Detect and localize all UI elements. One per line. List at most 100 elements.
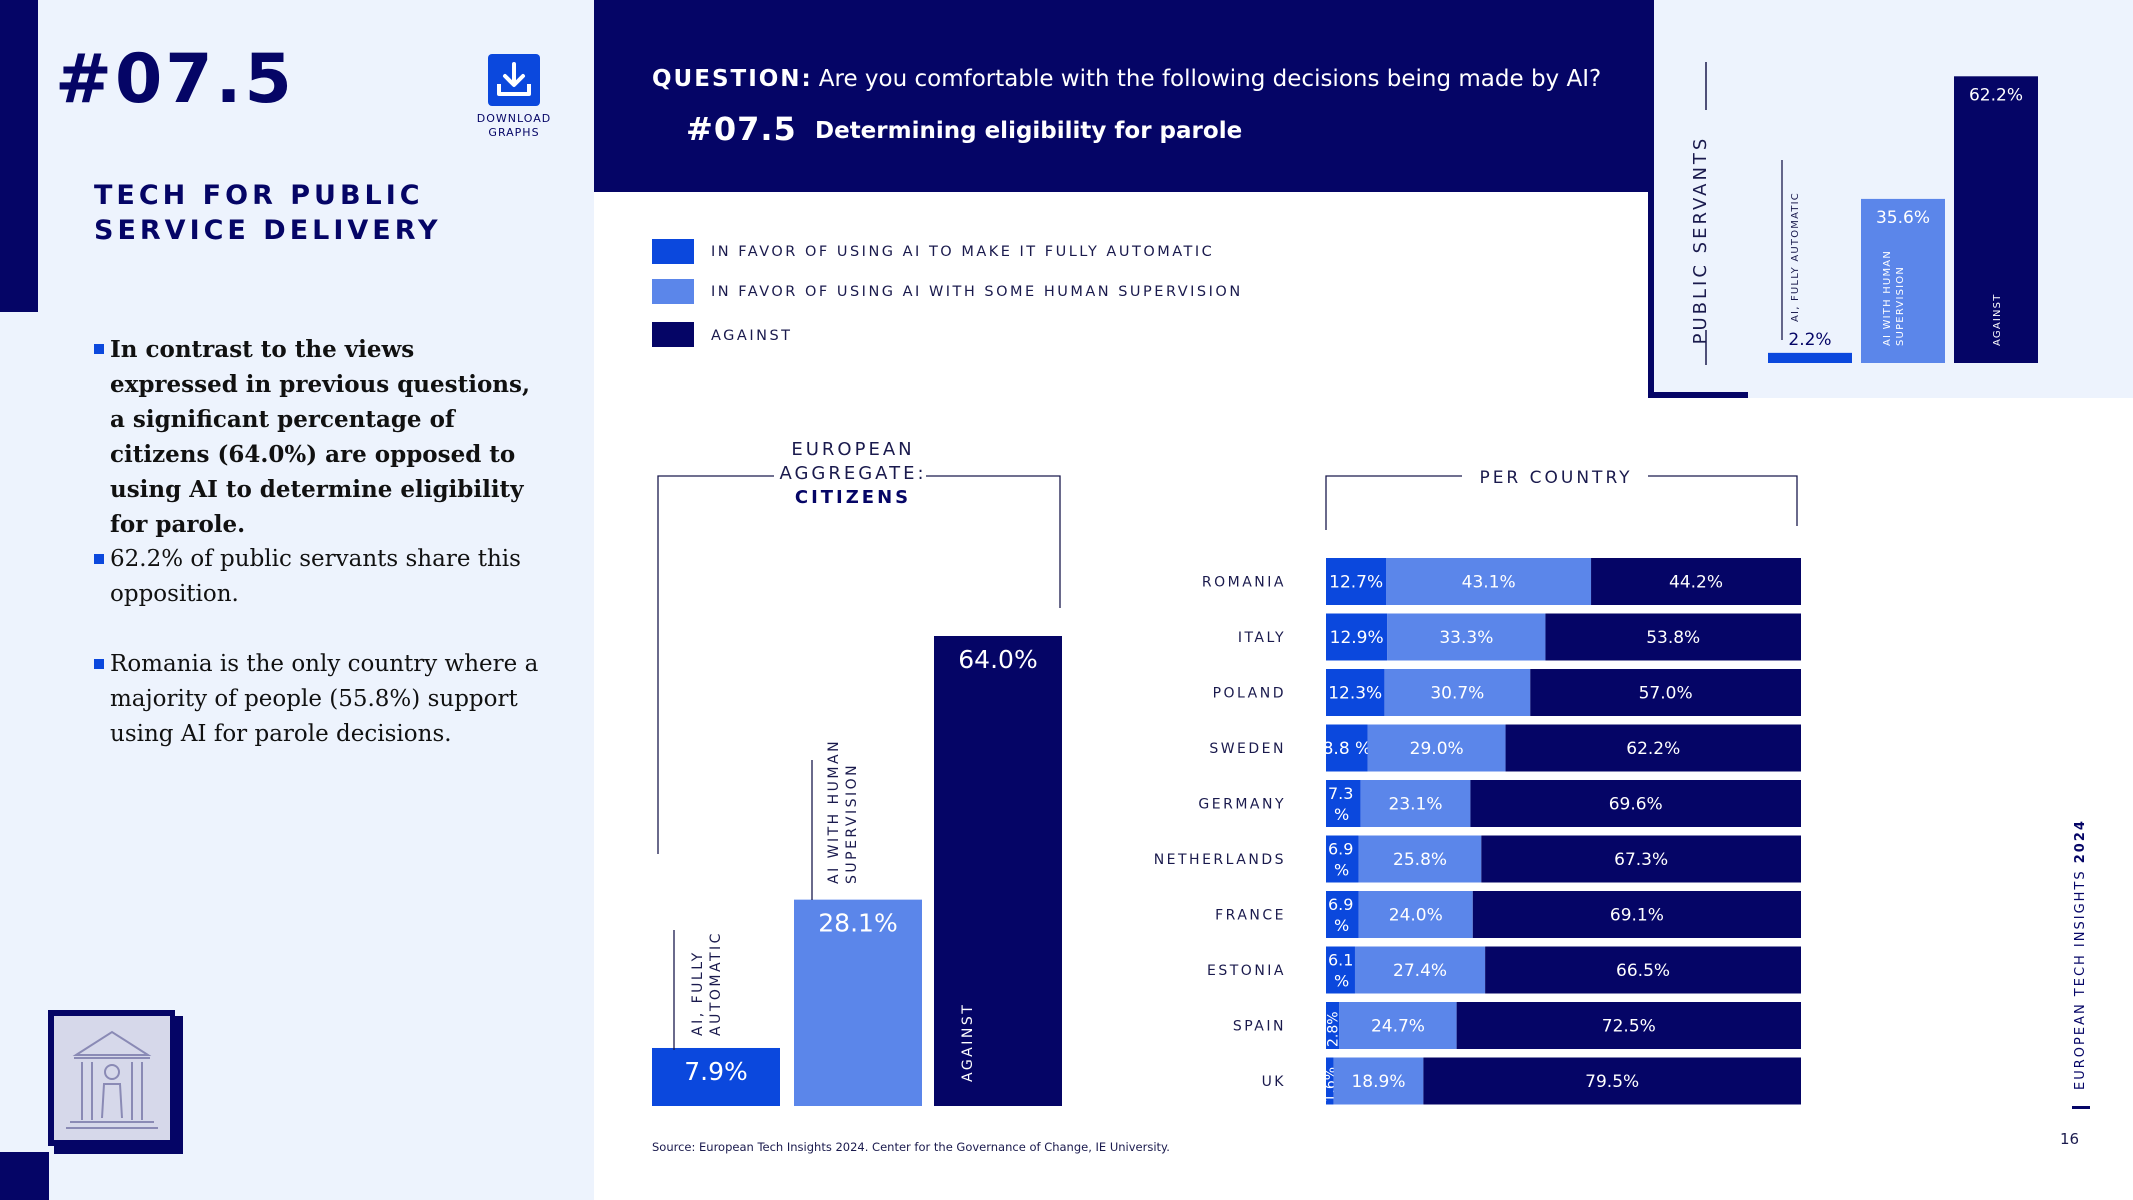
aggregate-category-fully-automatic-2: AUTOMATIC — [708, 931, 724, 1036]
value-germany-ai-with-human-supervision: 23.1% — [1389, 795, 1443, 815]
report-side-label: EUROPEAN TECH INSIGHTS 2024 — [2066, 820, 2096, 1090]
legend-label-fully-automatic: IN FAVOR OF USING AI TO MAKE IT FULLY AU… — [711, 244, 1214, 260]
public-servants-chart: 2.2% 35.6% 62.2% AI, FULLY AUTOMATIC AI WITH… — [1760, 50, 2050, 370]
public-servants-frame-left — [1648, 0, 1654, 398]
value-romania-ai-with-human-supervision: 43.1% — [1462, 573, 1516, 593]
public-servants-frame-bottom — [1648, 392, 1748, 398]
country-label-france: FRANCE — [1215, 908, 1286, 924]
value-sweden-against: 62.2% — [1626, 739, 1680, 759]
aggregate-bracket-left — [658, 476, 774, 854]
report-side-title: EUROPEAN TECH INSIGHTS — [2073, 869, 2088, 1090]
aggregate-category-human-supervision-2: SUPERVISION — [844, 763, 860, 884]
side-rule — [2072, 1106, 2090, 1109]
legend-label-against: AGAINST — [711, 328, 793, 344]
per-country-chart: PER COUNTRY ROMANIA 12.7% 43.1% 44.2% ITALY 12… — [1100, 460, 1820, 1110]
ps-category-human-supervision-2: SUPERVISION — [1895, 266, 1906, 346]
value-uk-against: 79.5% — [1585, 1072, 1639, 1092]
value-germany-ai-fully-automatic-pct: % — [1334, 805, 1349, 824]
value-estonia-ai-fully-automatic-pct: % — [1334, 972, 1349, 991]
value-netherlands-ai-fully-automatic-num: 6.9 — [1328, 840, 1353, 859]
value-poland-ai-with-human-supervision: 30.7% — [1430, 684, 1484, 704]
aggregate-value-ai-fully-automatic: 7.9% — [684, 1057, 748, 1086]
country-label-sweden: SWEDEN — [1209, 741, 1286, 757]
ps-category-fully-automatic: AI, FULLY AUTOMATIC — [1790, 192, 1801, 322]
page-number: #07.5 — [55, 40, 295, 119]
aggregate-value-against: 64.0% — [958, 645, 1037, 674]
value-poland-ai-fully-automatic: 12.3% — [1328, 684, 1382, 704]
value-estonia-ai-fully-automatic-num: 6.1 — [1328, 951, 1353, 970]
svg-text:EUROPEAN TECH INSIGHTS 2024: EUROPEAN TECH INSIGHTS 2024 — [2073, 820, 2088, 1090]
aggregate-category-fully-automatic-1: AI, FULLY — [690, 950, 706, 1036]
aggregate-category-against: AGAINST — [960, 1003, 976, 1082]
value-netherlands-against: 67.3% — [1614, 850, 1668, 870]
left-corner-block — [0, 1152, 49, 1200]
country-label-spain: SPAIN — [1233, 1019, 1286, 1035]
value-netherlands-ai-fully-automatic-pct: % — [1334, 861, 1349, 880]
value-estonia-ai-with-human-supervision: 27.4% — [1393, 961, 1447, 981]
value-france-ai-fully-automatic-pct: % — [1334, 916, 1349, 935]
source-note: Source: European Tech Insights 2024. Cen… — [652, 1140, 1170, 1154]
value-spain-ai-with-human-supervision: 24.7% — [1371, 1017, 1425, 1037]
per-country-bracket-right — [1648, 476, 1797, 526]
report-side-year: 2024 — [2073, 820, 2088, 863]
legend-swatch-human-supervision — [652, 279, 694, 304]
left-accent-bar — [0, 0, 38, 312]
ps-value-ai-with-human-supervision: 35.6% — [1876, 208, 1930, 228]
value-spain-against: 72.5% — [1602, 1017, 1656, 1037]
value-poland-against: 57.0% — [1639, 684, 1693, 704]
aggregate-category-human-supervision-1: AI WITH HUMAN — [826, 739, 842, 884]
section-title: TECH FOR PUBLIC SERVICE DELIVERY — [94, 178, 514, 248]
value-italy-ai-with-human-supervision: 33.3% — [1439, 628, 1493, 648]
aggregate-bracket-right — [926, 476, 1060, 608]
country-label-italy: ITALY — [1238, 630, 1286, 646]
aggregate-chart: 7.9% 28.1% 64.0% AI, FULLY AUTOMATIC AI WITH … — [640, 470, 1080, 1110]
country-label-romania: ROMANIA — [1202, 575, 1286, 591]
per-country-title: PER COUNTRY — [1479, 468, 1632, 488]
slide-number: 16 — [2060, 1130, 2079, 1148]
value-italy-ai-fully-automatic: 12.9% — [1330, 628, 1384, 648]
ps-value-ai-fully-automatic: 2.2% — [1788, 330, 1831, 350]
ps-category-against: AGAINST — [1992, 293, 2003, 346]
ps-category-human-supervision-1: AI WITH HUMAN — [1882, 250, 1893, 346]
value-estonia-against: 66.5% — [1616, 961, 1670, 981]
value-france-ai-with-human-supervision: 24.0% — [1389, 906, 1443, 926]
country-label-poland: POLAND — [1213, 686, 1286, 702]
download-graphs-label[interactable]: DOWNLOAD GRAPHS — [455, 112, 573, 140]
ps-value-against: 62.2% — [1969, 85, 2023, 105]
value-sweden-ai-with-human-supervision: 29.0% — [1410, 739, 1464, 759]
aggregate-bar-against — [934, 636, 1062, 1106]
value-uk-ai-with-human-supervision: 18.9% — [1351, 1072, 1405, 1092]
country-label-netherlands: NETHERLANDS — [1154, 852, 1286, 868]
courthouse-icon — [46, 1010, 183, 1154]
value-france-ai-fully-automatic-num: 6.9 — [1328, 895, 1353, 914]
value-romania-ai-fully-automatic: 12.7% — [1329, 573, 1383, 593]
value-germany-against: 69.6% — [1609, 795, 1663, 815]
question-subtitle: Determining eligibility for parole — [815, 118, 1242, 144]
ps-bar-ai-fully-automatic — [1768, 353, 1852, 363]
value-spain-ai-fully-automatic: 2.8% — [1326, 1011, 1342, 1047]
legend-swatch-against — [652, 322, 694, 347]
country-label-uk: UK — [1262, 1074, 1286, 1090]
value-sweden-ai-fully-automatic: 8.8 % — [1323, 739, 1372, 759]
value-italy-against: 53.8% — [1646, 628, 1700, 648]
question-header — [594, 0, 1654, 192]
bullet-romania: Romania is the only country where a majo… — [94, 647, 550, 752]
download-graphs-button[interactable] — [488, 54, 540, 106]
country-label-germany: GERMANY — [1198, 797, 1286, 813]
public-servants-title: PUBLIC SERVANTS — [1690, 136, 1711, 345]
aggregate-value-ai-with-human-supervision: 28.1% — [818, 909, 897, 938]
question: QUESTION: Are you comfortable with the fo… — [652, 66, 1601, 92]
per-country-bracket-left — [1326, 476, 1462, 530]
value-germany-ai-fully-automatic-num: 7.3 — [1328, 784, 1353, 803]
legend-swatch-fully-automatic — [652, 239, 694, 264]
question-number: #07.5 — [686, 110, 797, 148]
legend-label-human-supervision: IN FAVOR OF USING AI WITH SOME HUMAN SUP… — [711, 284, 1243, 300]
value-netherlands-ai-with-human-supervision: 25.8% — [1393, 850, 1447, 870]
aggregate-title-line1: EUROPEAN — [740, 438, 966, 462]
public-servants-title-group: PUBLIC SERVANTS — [1676, 40, 1736, 370]
question-text: Are you comfortable with the following d… — [819, 66, 1601, 92]
country-label-estonia: ESTONIA — [1207, 963, 1286, 979]
value-romania-against: 44.2% — [1669, 573, 1723, 593]
bullet-citizens: In contrast to the views expressed in pr… — [94, 332, 550, 542]
download-icon — [488, 54, 540, 106]
